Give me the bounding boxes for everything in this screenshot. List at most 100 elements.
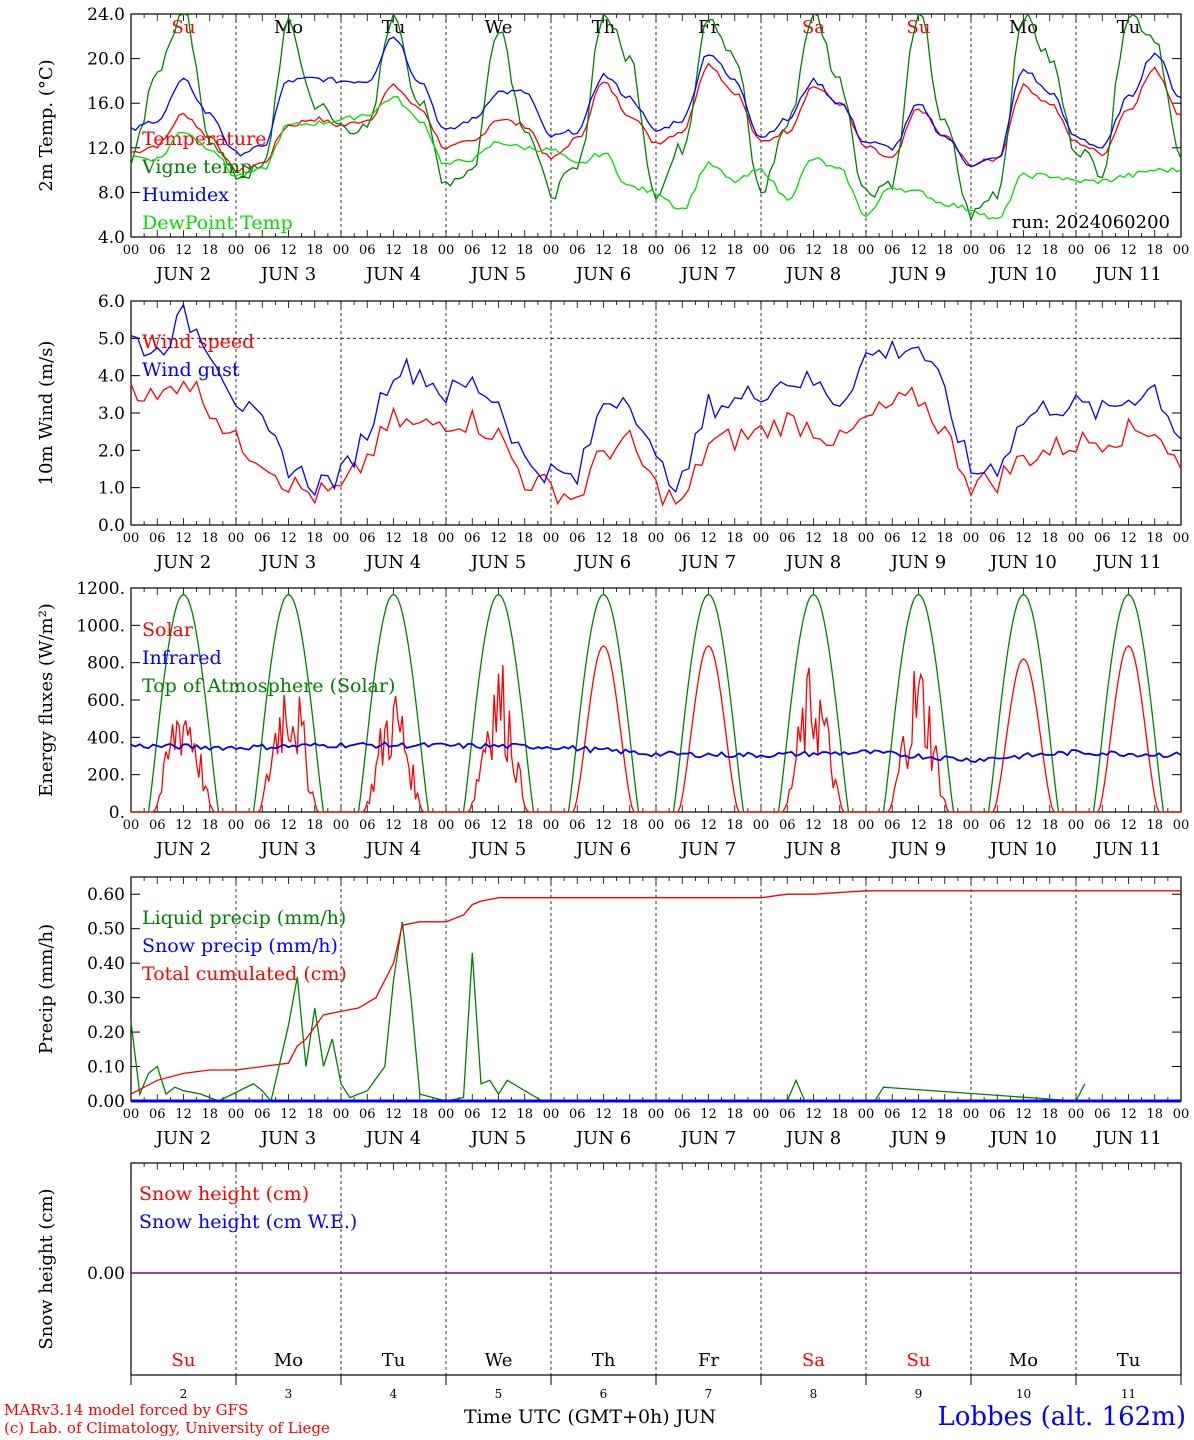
- weekday-label: We: [485, 1350, 513, 1371]
- weekday-label: Mo: [274, 1350, 303, 1371]
- y-axis-label: Energy fluxes (W/m²): [36, 603, 57, 797]
- series-line-vigne-temp: [130, 12, 1182, 222]
- x-hour-label: 00: [858, 818, 875, 833]
- legend-label: Liquid precip (mm/h): [142, 907, 346, 929]
- x-hour-label: 18: [306, 531, 323, 546]
- day-number-label: 4: [390, 1387, 398, 1401]
- y-tick-label: 0.00: [87, 1264, 125, 1284]
- x-hour-label: 06: [884, 243, 901, 258]
- legend-label: Infrared: [142, 647, 222, 669]
- x-hour-label: 12: [910, 1107, 927, 1122]
- x-day-label: JUN 4: [364, 552, 421, 573]
- x-hour-label: 18: [516, 531, 533, 546]
- day-number-label: 9: [915, 1387, 923, 1401]
- x-hour-label: 12: [175, 243, 192, 258]
- series-line-dewpoint-temp: [130, 96, 1182, 220]
- x-hour-label: 00: [858, 243, 875, 258]
- x-hour-label: 12: [700, 243, 717, 258]
- x-hour-label: 00: [963, 243, 980, 258]
- x-hour-label: 00: [333, 243, 350, 258]
- x-hour-label: 18: [1146, 531, 1163, 546]
- day-number-label: 6: [600, 1387, 608, 1401]
- y-tick-label: 200.: [87, 766, 125, 786]
- weekday-label: We: [485, 17, 513, 38]
- x-hour-label: 12: [1015, 1107, 1032, 1122]
- weekday-label: Sa: [802, 1350, 825, 1371]
- x-hour-label: 18: [1041, 243, 1058, 258]
- series-line-total-cumulated-cm-: [130, 890, 1181, 1095]
- x-hour-label: 06: [884, 1107, 901, 1122]
- x-hour-label: 06: [989, 818, 1006, 833]
- x-hour-label: 18: [936, 1107, 953, 1122]
- x-hour-label: 00: [438, 531, 455, 546]
- x-day-label: JUN 5: [469, 552, 526, 573]
- x-hour-label: 06: [779, 1107, 796, 1122]
- weekday-label: Mo: [1009, 1350, 1038, 1371]
- x-hour-label: 06: [149, 1107, 166, 1122]
- x-day-label: JUN 2: [154, 264, 211, 285]
- run-label: run: 2024060200: [1012, 212, 1170, 233]
- x-day-label: JUN 2: [154, 552, 211, 573]
- y-tick-label: 1200.: [76, 579, 125, 599]
- x-hour-label: 18: [1146, 243, 1163, 258]
- x-hour-label: 00: [228, 818, 245, 833]
- x-hour-label: 06: [674, 818, 691, 833]
- x-hour-label: 06: [359, 243, 376, 258]
- x-hour-label: 00: [648, 818, 665, 833]
- x-hour-label: 06: [779, 243, 796, 258]
- x-hour-label: 12: [175, 1107, 192, 1122]
- x-hour-label: 12: [490, 818, 507, 833]
- x-day-label: JUN 3: [259, 1128, 316, 1149]
- x-hour-label: 00: [333, 1107, 350, 1122]
- x-hour-label: 00: [858, 531, 875, 546]
- x-hour-label: 00: [858, 1107, 875, 1122]
- x-day-label: JUN 8: [784, 552, 841, 573]
- x-day-label: JUN 8: [784, 839, 841, 860]
- x-day-label: JUN 7: [679, 839, 736, 860]
- series-line-wind-gust: [130, 303, 1182, 497]
- x-day-label: JUN 9: [889, 264, 946, 285]
- x-hour-label: 18: [1041, 818, 1058, 833]
- x-hour-label: 00: [1068, 243, 1085, 258]
- x-hour-label: 00: [438, 818, 455, 833]
- x-hour-label: 06: [569, 243, 586, 258]
- x-day-label: JUN 3: [259, 839, 316, 860]
- weekday-label: Tu: [382, 17, 406, 38]
- weekday-label: Tu: [382, 1350, 406, 1371]
- x-hour-label: 12: [1015, 243, 1032, 258]
- x-hour-label: 12: [385, 243, 402, 258]
- y-tick-label: 0.10: [87, 1058, 125, 1078]
- legend-label: DewPoint Temp: [142, 212, 293, 234]
- day-number-label: 3: [285, 1387, 293, 1401]
- legend-label: Total cumulated (cm): [142, 963, 347, 985]
- x-hour-label: 12: [805, 818, 822, 833]
- x-hour-label: 12: [1120, 531, 1137, 546]
- x-hour-label: 06: [1094, 818, 1111, 833]
- x-hour-label: 00: [123, 531, 140, 546]
- weekday-label: Fr: [698, 1350, 719, 1371]
- legend-label: Top of Atmosphere (Solar): [142, 675, 395, 697]
- x-hour-label: 18: [831, 818, 848, 833]
- series-line-wind-speed: [130, 380, 1182, 507]
- y-tick-label: 12.0: [87, 139, 125, 159]
- x-hour-label: 12: [700, 818, 717, 833]
- y-tick-label: 2.0: [98, 441, 125, 461]
- series-line-temperature: [130, 62, 1182, 174]
- legend-label: Snow height (cm): [139, 1183, 309, 1205]
- y-tick-label: 6.0: [98, 292, 125, 312]
- x-hour-label: 00: [123, 243, 140, 258]
- x-hour-label: 00: [543, 1107, 560, 1122]
- station-name: Lobbes (alt. 162m): [937, 1402, 1186, 1432]
- x-hour-label: 18: [411, 531, 428, 546]
- x-day-label: JUN 10: [988, 552, 1057, 573]
- x-hour-label: 06: [989, 531, 1006, 546]
- day-number-label: 10: [1016, 1387, 1031, 1401]
- legend-label: Solar: [142, 619, 194, 641]
- x-hour-label: 18: [936, 531, 953, 546]
- x-hour-label: 18: [1146, 1107, 1163, 1122]
- x-day-label: JUN 5: [469, 264, 526, 285]
- x-axis-title: Time UTC (GMT+0h) JUN: [464, 1406, 716, 1428]
- x-hour-label: 12: [385, 818, 402, 833]
- day-number-label: 11: [1121, 1387, 1136, 1401]
